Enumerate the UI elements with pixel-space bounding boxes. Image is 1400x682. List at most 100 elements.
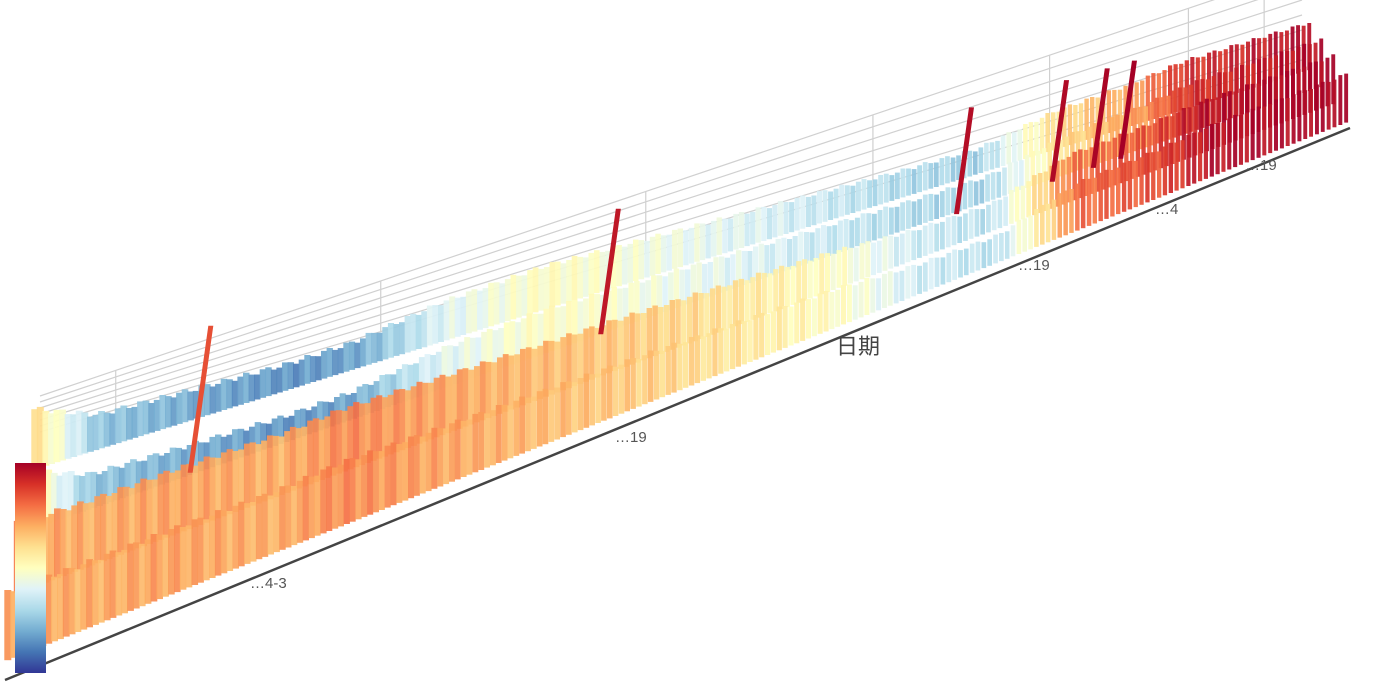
bar <box>922 225 928 256</box>
bar <box>1158 118 1163 169</box>
bar <box>259 369 267 398</box>
bar <box>134 483 142 549</box>
bar <box>1101 94 1106 135</box>
bar <box>1216 97 1221 147</box>
bar <box>1112 137 1117 186</box>
bar <box>513 400 520 456</box>
grid-line-horizontal <box>39 0 1259 403</box>
bar <box>894 236 899 267</box>
bar <box>497 357 503 414</box>
bar <box>405 390 412 448</box>
bar <box>1039 117 1045 154</box>
bar <box>86 559 93 628</box>
bar <box>278 436 285 495</box>
bar <box>804 232 810 264</box>
spike-bar <box>187 325 214 473</box>
bar <box>295 428 302 489</box>
bar <box>449 423 455 482</box>
bar <box>466 419 473 475</box>
bar <box>192 390 200 419</box>
bar <box>997 199 1003 229</box>
bar <box>709 288 716 335</box>
bar <box>978 147 984 173</box>
bar <box>922 194 928 223</box>
bar <box>1135 128 1140 177</box>
bar <box>887 271 893 306</box>
bar <box>1034 209 1039 247</box>
bar <box>759 312 765 358</box>
bar <box>387 394 394 455</box>
bar <box>156 534 163 600</box>
grid-line-horizontal <box>39 14 1303 415</box>
bar <box>1194 80 1199 130</box>
bar <box>638 240 645 280</box>
bar <box>623 316 630 367</box>
bar <box>819 253 825 295</box>
bar <box>1175 112 1181 162</box>
bar <box>435 351 442 390</box>
bar <box>761 206 767 241</box>
bar <box>80 564 88 630</box>
bar <box>1019 160 1024 190</box>
bar <box>700 336 706 381</box>
bar <box>594 250 600 294</box>
bar <box>1279 98 1284 149</box>
bar <box>101 471 109 505</box>
bar <box>144 539 152 604</box>
bar <box>934 194 939 219</box>
bar <box>899 233 905 265</box>
bar <box>410 386 417 446</box>
bar <box>1262 106 1267 156</box>
bar <box>1320 81 1325 132</box>
bar <box>647 350 654 402</box>
bar <box>1037 173 1043 214</box>
bar <box>644 240 650 278</box>
bar <box>260 423 267 450</box>
bar <box>963 213 968 241</box>
bar <box>326 466 333 531</box>
bar <box>1177 87 1182 136</box>
bar <box>243 430 250 456</box>
bar <box>485 361 492 419</box>
bar <box>396 369 403 404</box>
bar <box>1143 106 1148 148</box>
bar <box>673 268 680 309</box>
bar <box>503 322 510 367</box>
bar <box>1227 91 1232 143</box>
bar <box>554 341 561 393</box>
bar <box>226 449 234 515</box>
bar <box>243 443 251 508</box>
bar <box>736 250 742 287</box>
bar <box>1268 76 1272 128</box>
bar <box>692 292 698 342</box>
bar <box>721 286 727 331</box>
bar <box>594 327 601 378</box>
bar <box>1030 150 1036 187</box>
bar <box>706 333 712 379</box>
bar <box>724 257 730 291</box>
bar <box>867 180 872 208</box>
bar <box>951 187 956 214</box>
colorbar-gradient <box>15 463 46 673</box>
bar <box>865 241 871 278</box>
bar <box>775 238 781 274</box>
bar <box>45 469 53 524</box>
bar <box>209 515 216 578</box>
bar <box>70 414 78 457</box>
bar <box>727 285 733 329</box>
bar <box>566 381 572 435</box>
bar <box>1256 106 1261 158</box>
bar <box>554 307 561 349</box>
bar <box>419 436 426 494</box>
bar <box>671 342 677 393</box>
bar <box>1198 132 1203 182</box>
bar <box>458 341 465 382</box>
bar <box>243 372 250 403</box>
bar <box>656 275 663 315</box>
bar <box>226 511 234 571</box>
bar <box>630 358 636 409</box>
bar <box>36 406 44 468</box>
bar <box>376 395 383 459</box>
bar <box>934 257 940 287</box>
bar <box>698 293 704 340</box>
